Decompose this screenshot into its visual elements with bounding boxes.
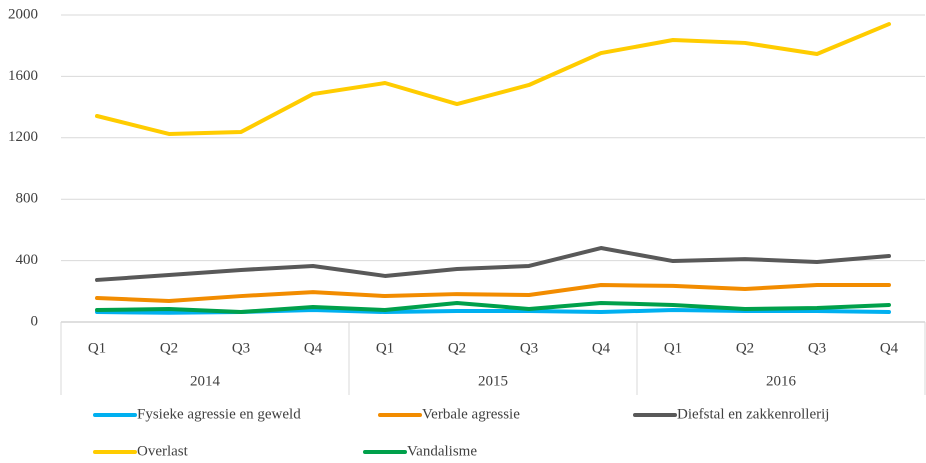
y-tick-label: 800: [16, 191, 39, 207]
legend-label: Overlast: [137, 443, 189, 459]
x-tick-label: Q3: [808, 340, 826, 356]
series-line: [95, 246, 891, 282]
y-tick-label: 2000: [8, 6, 38, 22]
y-tick-label: 1600: [8, 68, 38, 84]
legend-label: Fysieke agressie en geweld: [137, 406, 301, 422]
x-tick-label: Q3: [232, 340, 250, 356]
series-line: [95, 22, 891, 136]
x-tick-label: Q1: [88, 340, 106, 356]
legend-label: Verbale agressie: [422, 406, 520, 422]
group-label: 2014: [190, 373, 221, 389]
group-label: 2015: [478, 373, 508, 389]
y-tick-label: 1200: [8, 129, 38, 145]
x-tick-label: Q2: [160, 340, 178, 356]
y-tick-label: 400: [16, 252, 39, 268]
series-line: [95, 300, 891, 315]
x-tick-label: Q4: [592, 340, 611, 356]
group-label: 2016: [766, 373, 797, 389]
series-line: [95, 283, 891, 303]
x-tick-label: Q2: [448, 340, 466, 356]
x-tick-label: Q2: [736, 340, 754, 356]
legend-label: Vandalisme: [407, 443, 477, 459]
x-tick-label: Q4: [880, 340, 899, 356]
y-tick-label: 0: [31, 313, 39, 329]
legend-label: Diefstal en zakkenrollerij: [677, 406, 829, 422]
x-tick-label: Q4: [304, 340, 323, 356]
x-tick-label: Q1: [664, 340, 682, 356]
x-tick-label: Q1: [376, 340, 394, 356]
x-tick-label: Q3: [520, 340, 538, 356]
